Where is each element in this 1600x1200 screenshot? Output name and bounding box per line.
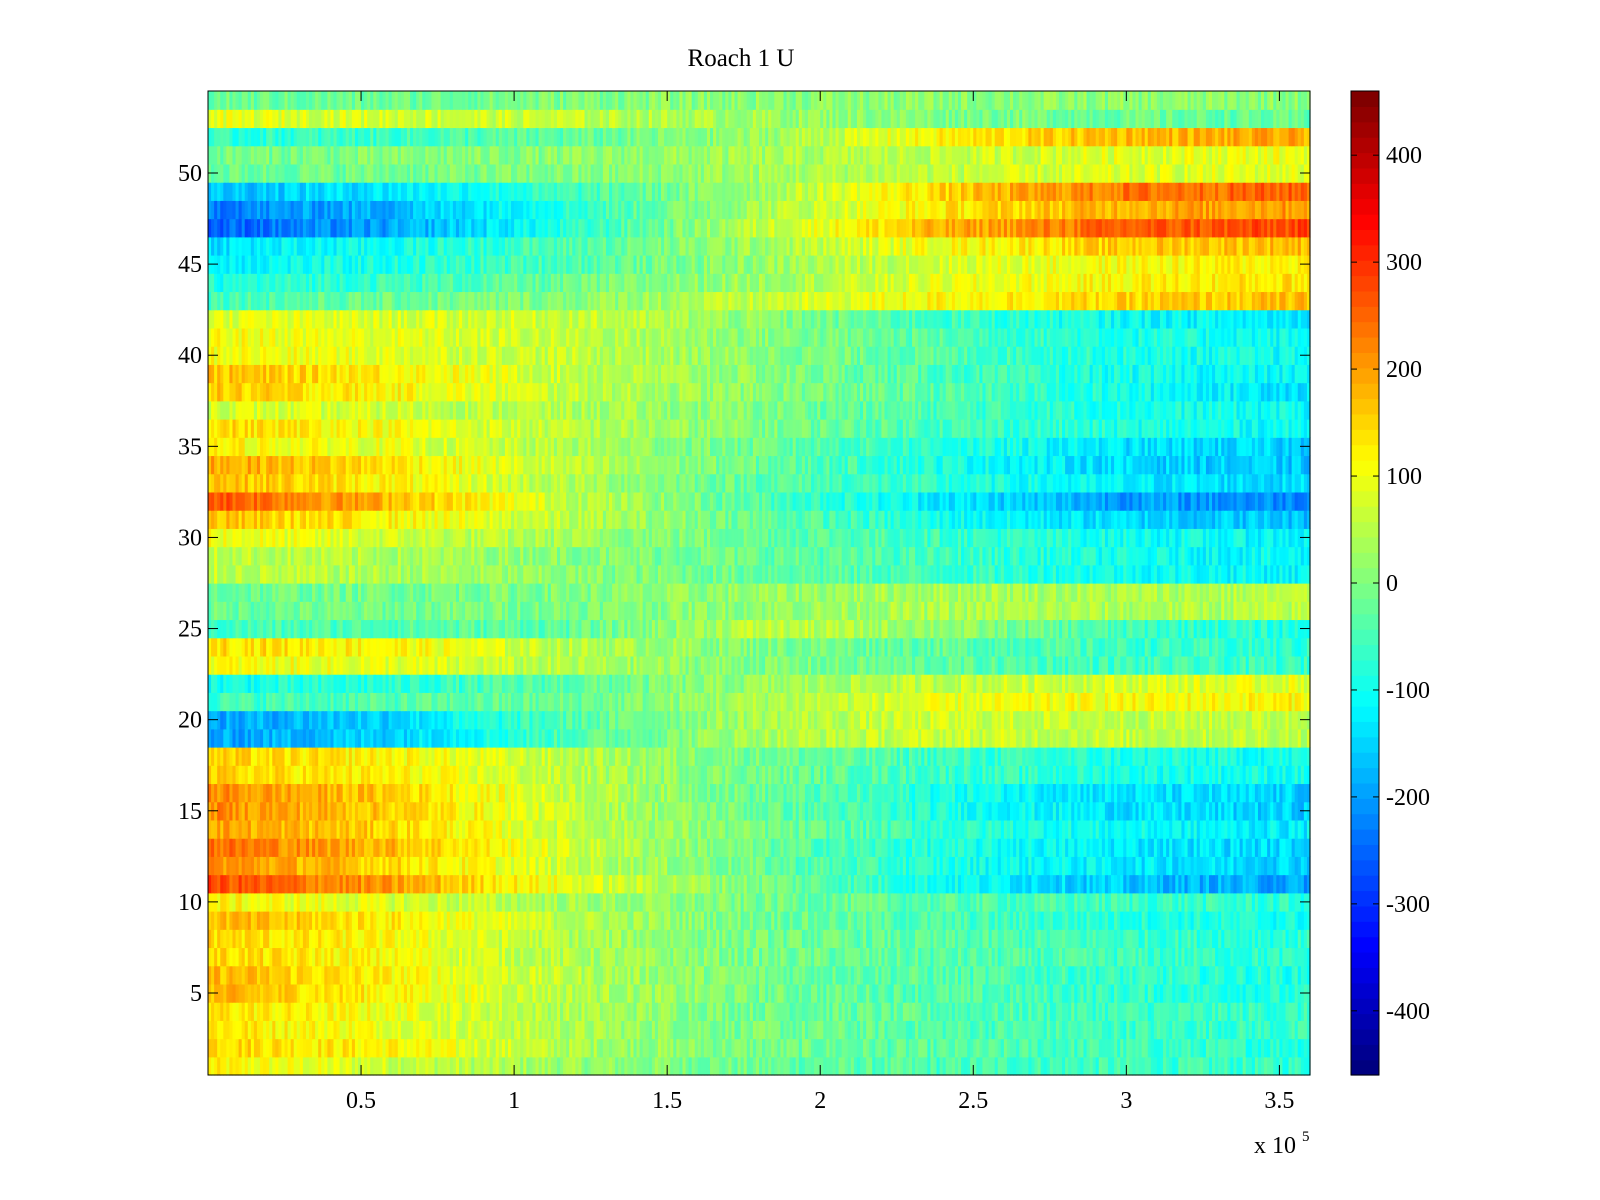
chart-title: Roach 1 U	[688, 45, 795, 72]
heatmap-cells	[208, 91, 1311, 1076]
